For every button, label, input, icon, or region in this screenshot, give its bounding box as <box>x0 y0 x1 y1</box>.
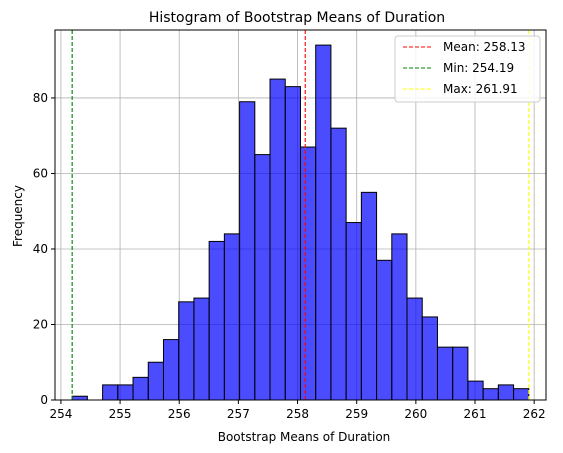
histogram-bar <box>360 191 378 401</box>
legend-label: Min: 254.19 <box>443 61 514 75</box>
histogram-bar <box>436 346 454 401</box>
y-axis-label: Frequency <box>11 185 25 247</box>
chart-title: Histogram of Bootstrap Means of Duration <box>149 10 445 26</box>
x-tick-label: 258 <box>286 407 309 421</box>
histogram-bar <box>223 233 241 401</box>
histogram-bar <box>482 388 499 401</box>
y-tick-label: 80 <box>33 91 48 105</box>
x-tick-label: 260 <box>404 407 427 421</box>
y-ticks-layer: 0 20 40 60 80 <box>33 91 55 407</box>
x-ticks-layer: 254 255 256 257 258 259 260 261 262 <box>49 400 546 421</box>
histogram-bar <box>467 380 484 401</box>
histogram-bar <box>162 339 180 401</box>
x-tick-label: 262 <box>523 407 546 421</box>
histogram-bar <box>391 233 408 401</box>
histogram-bar <box>284 86 301 401</box>
histogram-bar <box>71 395 88 401</box>
histogram-bar <box>208 240 225 401</box>
x-axis-label: Bootstrap Means of Duration <box>218 430 391 444</box>
histogram-bar <box>513 388 530 401</box>
x-tick-label: 256 <box>168 407 191 421</box>
x-tick-label: 254 <box>49 407 72 421</box>
legend: Mean: 258.13 Min: 254.19 Max: 261.91 <box>394 35 541 103</box>
histogram-bar <box>345 222 362 401</box>
histogram-bar <box>497 384 515 401</box>
x-tick-label: 259 <box>345 407 368 421</box>
bars-layer <box>71 44 530 401</box>
histogram-bar <box>452 346 469 401</box>
histogram-bar <box>330 127 347 401</box>
histogram-bar <box>254 154 271 401</box>
histogram-bar <box>147 361 164 401</box>
y-tick-label: 0 <box>40 393 48 407</box>
y-tick-label: 20 <box>33 317 48 331</box>
x-tick-label: 261 <box>464 407 487 421</box>
histogram-bar <box>239 101 256 401</box>
legend-label: Max: 261.91 <box>443 82 518 96</box>
histogram-bar <box>132 376 149 401</box>
histogram-bar <box>421 316 438 401</box>
plot-frame <box>54 29 547 401</box>
histogram-bar <box>102 384 119 401</box>
histogram-bar <box>117 384 134 401</box>
y-tick-label: 40 <box>33 242 48 256</box>
histogram-bar <box>193 297 210 401</box>
histogram-bar <box>269 78 286 401</box>
histogram-bar <box>178 301 195 401</box>
histogram-bar <box>376 259 393 401</box>
histogram-bar <box>299 146 317 401</box>
legend-box <box>394 35 541 103</box>
y-tick-label: 60 <box>33 166 48 180</box>
x-tick-label: 255 <box>109 407 132 421</box>
histogram-bar <box>315 44 332 401</box>
legend-label: Mean: 258.13 <box>443 40 526 54</box>
x-tick-label: 257 <box>227 407 250 421</box>
histogram-bar <box>406 297 423 401</box>
